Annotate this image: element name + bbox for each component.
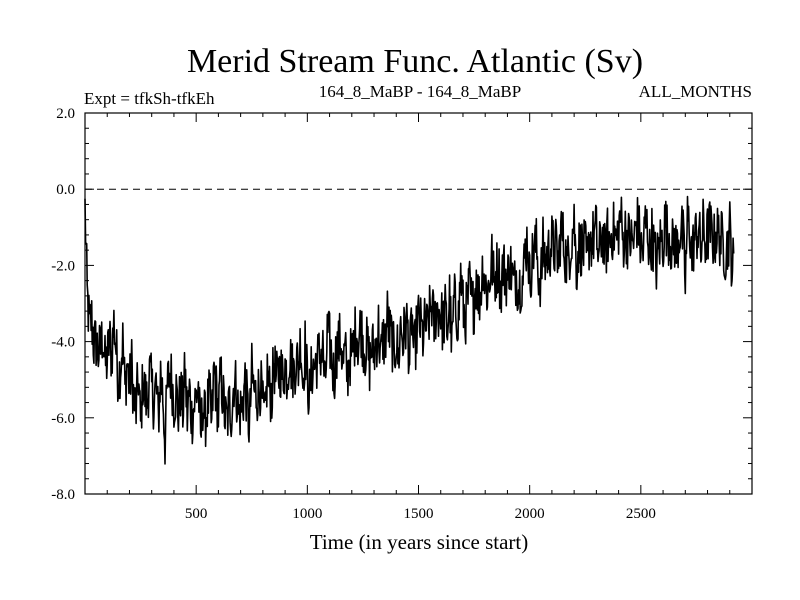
x-axis: 500 1000 1500 2000 2500 bbox=[106, 113, 731, 522]
x-tick-label: 2000 bbox=[515, 506, 545, 522]
series-line bbox=[84, 195, 735, 465]
chart-title: Merid Stream Func. Atlantic (Sv) bbox=[187, 43, 643, 80]
y-tick-label: -4.0 bbox=[51, 335, 75, 351]
plot-frame bbox=[84, 112, 753, 495]
y-tick-label: -8.0 bbox=[51, 487, 75, 503]
months-label: ALL_MONTHS bbox=[639, 82, 752, 101]
x-tick-label: 1000 bbox=[292, 506, 322, 522]
x-axis-label: Time (in years since start) bbox=[310, 530, 529, 554]
expt-label: Expt = tfkSh-tfkEh bbox=[84, 89, 215, 108]
y-axis: 2.0 0.0 -2.0 -4.0 -6.0 -8.0 bbox=[51, 106, 752, 503]
y-tick-label: -6.0 bbox=[51, 411, 75, 427]
y-tick-label: -2.0 bbox=[51, 258, 75, 274]
y-tick-label: 0.0 bbox=[56, 182, 75, 198]
x-tick-label: 1500 bbox=[404, 506, 434, 522]
period-label: 164_8_MaBP - 164_8_MaBP bbox=[319, 82, 521, 101]
x-tick-label: 500 bbox=[185, 506, 208, 522]
x-tick-label: 2500 bbox=[626, 506, 656, 522]
y-tick-label: 2.0 bbox=[56, 106, 75, 122]
